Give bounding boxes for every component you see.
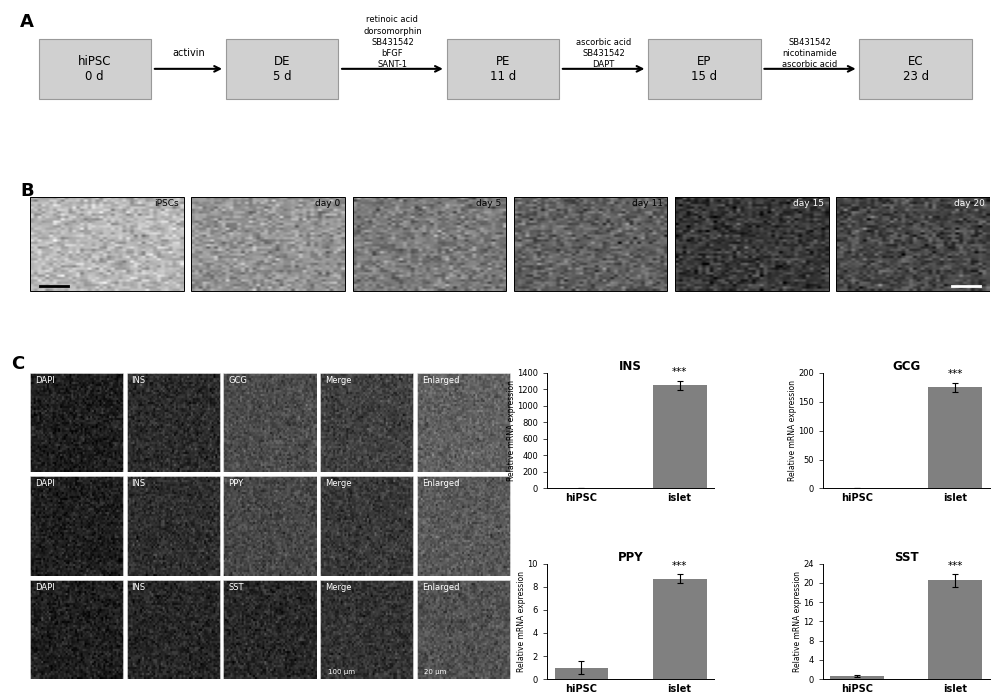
Text: retinoic acid
dorsomorphin
SB431542
bFGF
SANT-1: retinoic acid dorsomorphin SB431542 bFGF… [363, 15, 422, 69]
Text: Merge: Merge [325, 480, 351, 489]
Bar [30, 198, 184, 290]
Text: Enlarged: Enlarged [422, 376, 459, 385]
Text: INS: INS [131, 480, 146, 489]
Bar [675, 198, 829, 290]
Text: ascorbic acid
SB431542
DAPT: ascorbic acid SB431542 DAPT [576, 37, 631, 69]
FancyBboxPatch shape [447, 39, 559, 99]
Text: DAPI: DAPI [35, 480, 54, 489]
Text: SST: SST [228, 583, 244, 592]
Y-axis label: Relative mRNA expression: Relative mRNA expression [517, 571, 526, 672]
Text: day 15: day 15 [793, 200, 824, 209]
Bar [514, 198, 667, 290]
Text: A: A [20, 13, 34, 31]
Text: day 0: day 0 [315, 200, 340, 209]
Title: PPY: PPY [618, 551, 643, 563]
FancyBboxPatch shape [859, 39, 972, 99]
Text: Enlarged: Enlarged [422, 583, 459, 592]
Y-axis label: Relative mRNA expression: Relative mRNA expression [793, 571, 802, 672]
Y-axis label: Relative mRNA expression: Relative mRNA expression [788, 380, 797, 481]
Title: GCG: GCG [892, 360, 921, 373]
Text: C: C [11, 355, 24, 373]
Text: ***: *** [948, 369, 963, 379]
Bar [836, 198, 990, 290]
Text: ***: *** [672, 367, 687, 377]
FancyBboxPatch shape [39, 39, 151, 99]
FancyBboxPatch shape [226, 39, 338, 99]
Text: hiPSC
0 d: hiPSC 0 d [78, 55, 112, 83]
Text: ***: *** [672, 561, 687, 570]
Text: PE
11 d: PE 11 d [490, 55, 516, 83]
Bar [353, 198, 506, 290]
Text: DAPI: DAPI [35, 583, 54, 592]
Bar [555, 667, 608, 679]
FancyBboxPatch shape [648, 39, 761, 99]
Text: DAPI: DAPI [35, 376, 54, 385]
Y-axis label: Relative mRNA expression: Relative mRNA expression [507, 380, 516, 481]
Text: INS: INS [131, 376, 146, 385]
Text: EC
23 d: EC 23 d [903, 55, 929, 83]
Text: SB431542
nicotinamide
ascorbic acid: SB431542 nicotinamide ascorbic acid [782, 37, 838, 69]
Bar [928, 387, 982, 489]
Text: Enlarged: Enlarged [422, 480, 459, 489]
Text: 20 μm: 20 μm [424, 669, 447, 675]
Text: day 5: day 5 [476, 200, 501, 209]
Text: B: B [20, 182, 34, 200]
Bar [830, 676, 884, 679]
Text: GCG: GCG [228, 376, 247, 385]
Text: day 20: day 20 [954, 200, 985, 209]
Text: EP
15 d: EP 15 d [691, 55, 717, 83]
Text: DE
5 d: DE 5 d [273, 55, 291, 83]
Text: activin: activin [172, 48, 205, 58]
Bar [191, 198, 345, 290]
Text: PPY: PPY [228, 480, 243, 489]
Bar [653, 385, 707, 489]
Title: SST: SST [894, 551, 919, 563]
Text: 100 μm: 100 μm [328, 669, 355, 675]
Bar [928, 581, 982, 679]
Title: INS: INS [619, 360, 642, 373]
Bar [653, 579, 707, 679]
Text: Merge: Merge [325, 376, 351, 385]
Text: day 11: day 11 [632, 200, 663, 209]
Text: Merge: Merge [325, 583, 351, 592]
Text: INS: INS [131, 583, 146, 592]
Text: iPSCs: iPSCs [154, 200, 179, 209]
Text: ***: *** [948, 561, 963, 571]
